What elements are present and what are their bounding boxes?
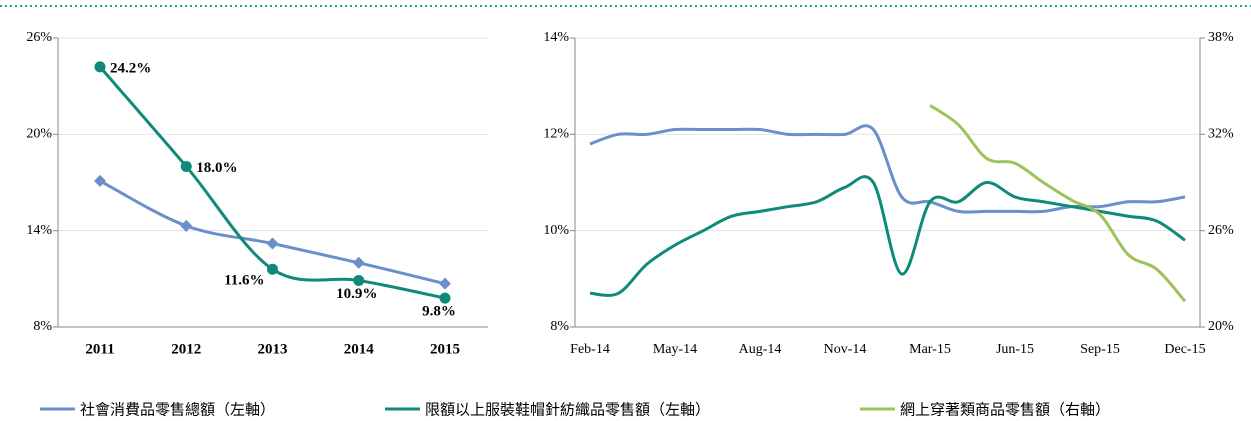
x-tick-label: 2013 [258, 341, 288, 357]
x-tick-label: Aug-14 [739, 342, 782, 357]
y-tick-label: 14% [543, 30, 569, 45]
legend-label: 網上穿著類商品零售額（右軸） [900, 401, 1110, 419]
x-tick-label: May-14 [653, 342, 697, 357]
x-tick-label: Nov-14 [824, 342, 867, 357]
y-tick-label: 12% [543, 127, 569, 142]
y-tick-label: 14% [26, 223, 52, 238]
y2-tick-label: 38% [1208, 30, 1234, 45]
series-line [98, 65, 446, 300]
marker [353, 274, 365, 286]
data-label: 24.2% [110, 60, 151, 76]
data-label: 9.8% [422, 304, 456, 320]
marker [180, 160, 192, 172]
data-label: 18.0% [196, 160, 237, 176]
x-tick-label: 2012 [171, 341, 201, 357]
x-tick-label: 2014 [344, 341, 375, 357]
marker [352, 256, 365, 269]
x-tick-label: 2011 [85, 341, 114, 357]
x-tick-label: Feb-14 [570, 342, 610, 357]
series-line [589, 124, 1186, 214]
legend-label: 社會消費品零售總額（左軸） [80, 401, 275, 419]
y2-tick-label: 26% [1208, 223, 1234, 238]
x-tick-label: 2015 [430, 341, 460, 357]
x-tick-label: Mar-15 [909, 342, 951, 357]
y-tick-label: 20% [26, 127, 52, 142]
marker [439, 292, 451, 304]
series-line [589, 175, 1186, 297]
marker [267, 263, 278, 275]
series-line [929, 104, 1187, 303]
legend-label: 限額以上服裝鞋帽針紡織品零售額（左軸） [425, 401, 710, 419]
y2-tick-label: 20% [1208, 319, 1234, 334]
data-label: 11.6% [224, 273, 264, 289]
y2-tick-label: 32% [1208, 127, 1234, 142]
y-tick-label: 10% [543, 223, 569, 238]
y-tick-label: 8% [550, 319, 569, 334]
x-tick-label: Jun-15 [996, 342, 1034, 357]
marker [180, 219, 193, 232]
y-tick-label: 26% [26, 30, 52, 45]
marker [439, 277, 451, 290]
x-tick-label: Sep-15 [1080, 342, 1120, 357]
marker [94, 174, 106, 187]
y-tick-label: 8% [33, 319, 52, 334]
marker [94, 61, 106, 73]
data-label: 10.9% [336, 286, 377, 302]
marker [266, 237, 279, 250]
x-tick-label: Dec-15 [1164, 342, 1205, 357]
